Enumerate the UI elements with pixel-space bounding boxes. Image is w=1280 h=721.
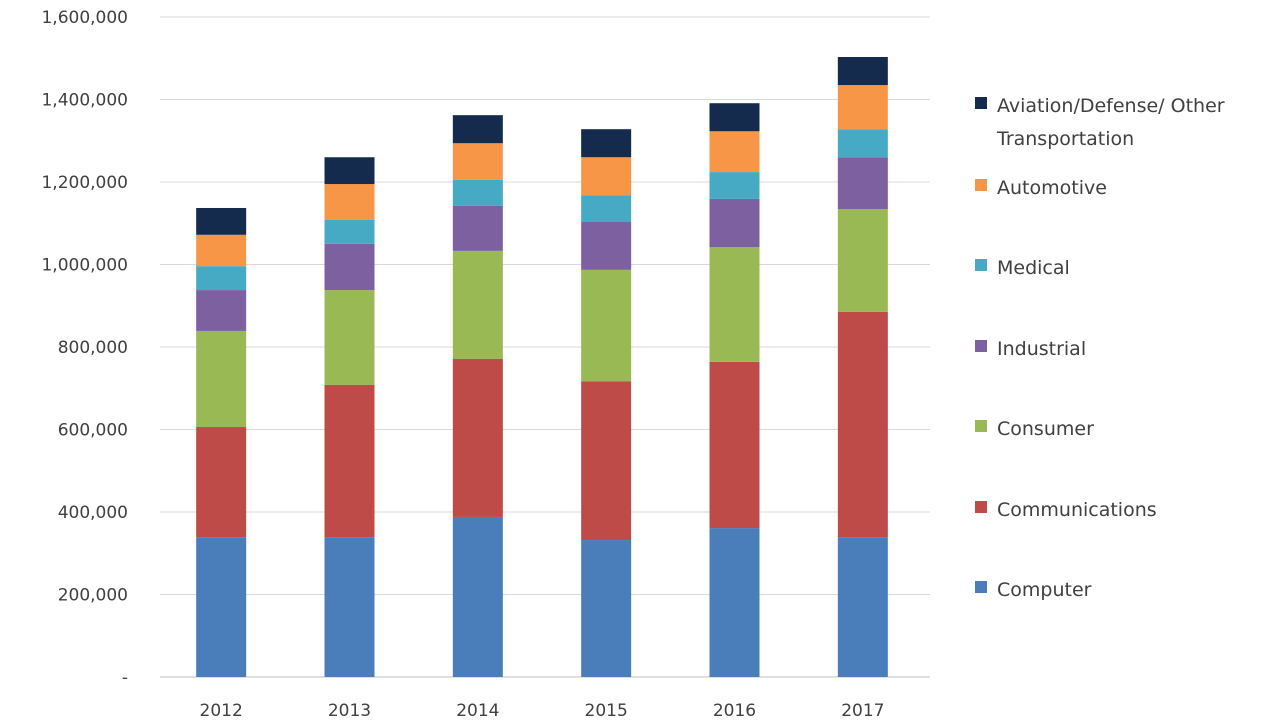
bar-segment-aviation-defense-other-transportation [709,103,760,132]
legend-label: Medical [997,257,1070,279]
bar-segment-automotive [324,184,375,220]
bar-segment-automotive [709,131,760,173]
bar-segment-consumer [452,250,503,359]
bar-segment-computer [581,540,632,677]
bar-segment-automotive [452,143,503,180]
legend-item: Consumer [975,418,1094,440]
legend-swatch [975,581,987,593]
legend-item: Medical [975,257,1070,279]
bar-segment-consumer [196,330,247,428]
bar-segment-communications [837,311,888,538]
x-tick-label: 2017 [841,701,884,721]
bar-segment-industrial [837,157,888,210]
bar-segment-communications [452,358,503,517]
y-tick-label: 1,600,000 [41,8,128,28]
legend: Aviation/Defense/ Other Transportation Aut… [975,95,1225,601]
legend-swatch [975,420,987,432]
legend-item: Industrial [975,338,1086,360]
legend-swatch [975,340,987,352]
y-axis-ticks: - 200,000 400,000 600,000 800,000 1,000,000 1,… [41,8,128,688]
bar-segment-computer [452,516,503,677]
bar-segment-consumer [324,290,375,385]
legend-label: Industrial [997,338,1086,360]
bar-segment-automotive [581,157,632,196]
bar-segment-aviation-defense-other-transportation [837,57,888,86]
bar-segment-medical [709,172,760,199]
bar-segment-industrial [581,222,632,270]
legend-label: Consumer [997,418,1094,440]
y-tick-label: 800,000 [58,338,128,358]
y-tick-label: 1,000,000 [41,256,128,276]
bar-segment-consumer [581,269,632,382]
bar-segment-industrial [324,243,375,291]
gridlines [160,16,930,678]
y-tick-label: - [122,668,128,688]
bar-segment-computer [196,537,247,677]
legend-label: Aviation/Defense/ Other [997,95,1225,117]
x-tick-label: 2012 [200,701,243,721]
bar-segment-communications [324,384,375,538]
x-tick-label: 2014 [456,701,499,721]
bar-segment-computer [709,528,760,677]
legend-item: Automotive [975,177,1107,199]
bar-segment-automotive [837,85,888,130]
bar-segment-industrial [196,290,247,331]
y-tick-label: 600,000 [58,421,128,441]
y-tick-label: 400,000 [58,503,128,523]
bar-segment-automotive [196,234,247,267]
y-tick-label: 200,000 [58,586,128,606]
bar-segment-communications [196,427,247,538]
bar-segment-aviation-defense-other-transportation [196,207,247,235]
bar-segment-communications [709,361,760,529]
bar-segment-medical [324,219,375,244]
legend-swatch [975,97,987,109]
x-tick-label: 2013 [328,701,371,721]
legend-item: Communications [975,499,1157,521]
bar-segment-medical [452,179,503,206]
x-tick-label: 2015 [585,701,628,721]
bar-segment-aviation-defense-other-transportation [324,157,375,185]
bar-segment-industrial [709,198,760,248]
bar-segment-medical [837,129,888,158]
y-tick-label: 1,200,000 [41,173,128,193]
bar-segment-aviation-defense-other-transportation [452,115,503,144]
bar-segment-medical [581,195,632,223]
bars [196,57,888,677]
legend-item: Aviation/Defense/ Other Transportation [975,95,1225,150]
legend-swatch [975,179,987,191]
bar-segment-aviation-defense-other-transportation [581,129,632,158]
bar-segment-communications [581,381,632,541]
legend-item: Computer [975,579,1092,601]
legend-swatch [975,501,987,513]
bar-segment-consumer [837,209,888,312]
bar-segment-medical [196,266,247,291]
bar-segment-computer [837,537,888,677]
x-tick-label: 2016 [713,701,756,721]
legend-swatch [975,259,987,271]
legend-label: Transportation [996,128,1134,150]
bar-segment-industrial [452,205,503,251]
y-tick-label: 1,400,000 [41,91,128,111]
legend-label: Computer [997,579,1092,601]
legend-label: Automotive [997,177,1107,199]
bar-segment-consumer [709,247,760,362]
x-axis-ticks: 2012 2013 2014 2015 2016 2017 [200,701,885,721]
legend-label: Communications [997,499,1157,521]
bar-segment-computer [324,537,375,677]
